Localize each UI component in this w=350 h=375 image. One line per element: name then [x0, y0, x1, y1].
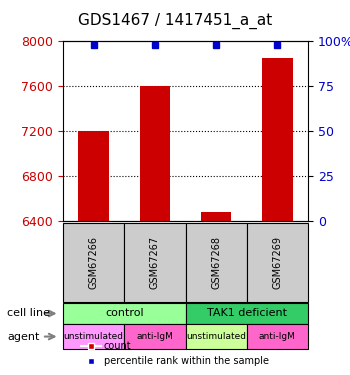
Text: GSM67269: GSM67269: [272, 236, 282, 289]
Text: unstimulated: unstimulated: [64, 332, 124, 341]
Text: control: control: [105, 309, 144, 318]
Text: agent: agent: [7, 332, 39, 342]
Text: GSM67268: GSM67268: [211, 236, 221, 289]
Text: anti-IgM: anti-IgM: [136, 332, 173, 341]
Bar: [262, 58, 293, 221]
Text: anti-IgM: anti-IgM: [259, 332, 296, 341]
Legend: count, percentile rank within the sample: count, percentile rank within the sample: [77, 338, 273, 370]
Bar: [201, 212, 231, 221]
Bar: [78, 131, 109, 221]
Text: TAK1 deficient: TAK1 deficient: [207, 309, 287, 318]
Text: GDS1467 / 1417451_a_at: GDS1467 / 1417451_a_at: [78, 13, 272, 29]
Bar: [140, 86, 170, 221]
Text: unstimulated: unstimulated: [186, 332, 246, 341]
Text: cell line: cell line: [7, 309, 50, 318]
Text: GSM67266: GSM67266: [89, 236, 99, 289]
Text: GSM67267: GSM67267: [150, 236, 160, 289]
